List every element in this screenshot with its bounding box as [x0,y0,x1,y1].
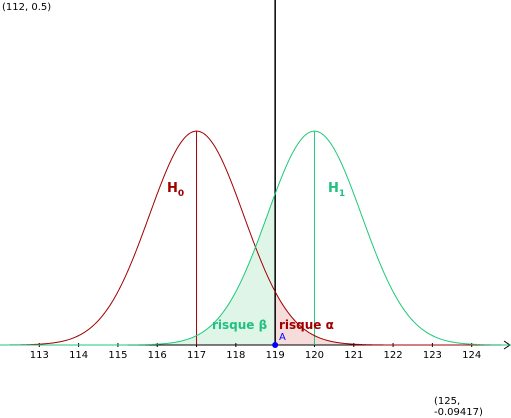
x-tick-label: 123 [423,350,442,361]
x-tick-label: 115 [108,350,127,361]
risque-alpha-area [275,291,511,346]
x-tick-label: 124 [462,350,481,361]
point-a[interactable] [272,342,279,349]
x-tick-label: 113 [30,350,49,361]
x-tick-label: 114 [69,350,88,361]
risque-beta-label: risque β [212,318,268,332]
x-tick-label: 116 [148,350,167,361]
risque-alpha-label: risque α [279,318,334,332]
x-tick-label: 121 [344,350,363,361]
top-left-coordinate: (112, 0.5) [2,2,52,13]
x-tick-label: 119 [266,350,285,361]
h0-label: H0 [167,181,184,199]
point-a-label: A [279,332,286,343]
x-tick-label: 122 [384,350,403,361]
h1-label: H1 [328,181,345,199]
x-axis-ticks: 113 114 115 116 117 118 119 120 121 122 123 124 [30,343,481,361]
h1-curve [0,130,511,346]
risque-beta-area [0,193,276,346]
x-tick-label: 120 [305,350,324,361]
x-tick-label: 117 [187,350,206,361]
x-tick-label: 118 [226,350,245,361]
